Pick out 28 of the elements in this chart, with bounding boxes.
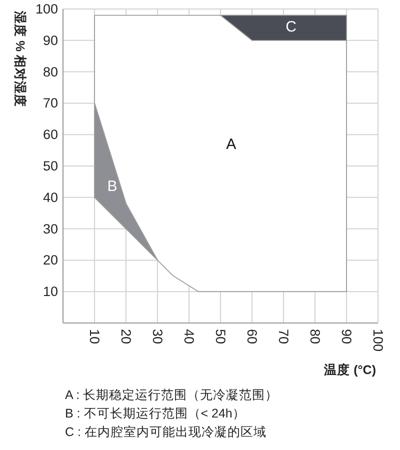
series-label: C bbox=[286, 18, 297, 36]
series-label: A bbox=[226, 136, 236, 154]
text: B : 不可长期运行范围（< 24h） bbox=[65, 406, 246, 420]
text: C : 在内腔室内可能出现冷凝的区域 bbox=[65, 424, 266, 439]
x-tick-label: 100 bbox=[370, 329, 386, 352]
y-tick-label: 60 bbox=[42, 127, 58, 142]
y-axis-title: 湿度 % 相对湿度 bbox=[13, 10, 28, 108]
x-tick-label: 90 bbox=[339, 329, 354, 344]
y-tick-label: 10 bbox=[42, 284, 58, 300]
y-tick-label: 70 bbox=[42, 96, 58, 111]
y-tick-label: 50 bbox=[42, 158, 58, 174]
x-tick-label: 70 bbox=[276, 329, 291, 344]
x-tick-label: 50 bbox=[213, 329, 228, 344]
x-tick-label: 20 bbox=[118, 329, 134, 344]
text: A : 长期稳定运行范围（无冷凝范围） bbox=[65, 388, 278, 402]
x-tick-label: 30 bbox=[150, 329, 165, 344]
x-tick-label: 80 bbox=[308, 329, 322, 344]
x-tick-label: 40 bbox=[182, 329, 196, 344]
y-tick-label: 100 bbox=[35, 2, 58, 16]
y-tick-label: 80 bbox=[42, 64, 58, 80]
y-tick-label: 40 bbox=[42, 190, 58, 205]
x-tick-label: 60 bbox=[244, 329, 260, 344]
y-tick-label: 90 bbox=[42, 32, 58, 48]
series-label: B bbox=[107, 178, 118, 195]
y-tick-label: 20 bbox=[42, 252, 58, 268]
x-axis-title: 温度 (°C) bbox=[323, 362, 376, 377]
y-tick-label: 30 bbox=[42, 221, 58, 236]
x-tick-label: 10 bbox=[87, 329, 102, 344]
